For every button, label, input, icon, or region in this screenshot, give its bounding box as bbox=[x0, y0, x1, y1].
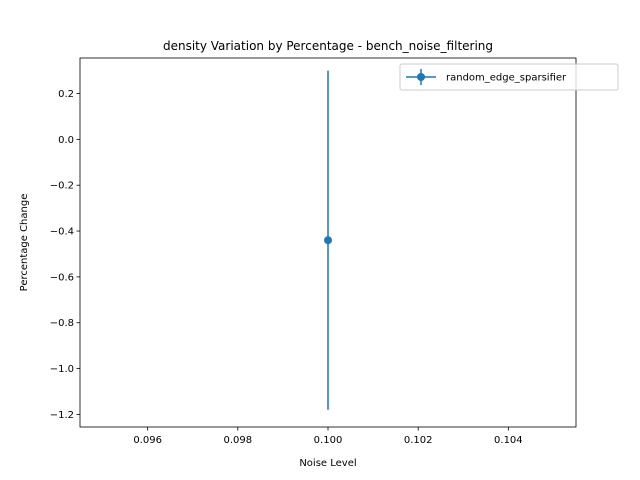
y-tick-label: −0.6 bbox=[50, 272, 74, 283]
ticks: 0.096 0.098 0.100 0.102 0.104 0.2 0.0 −0.2 −0.4 −… bbox=[50, 89, 523, 446]
y-tick-label: −0.4 bbox=[50, 227, 74, 238]
y-tick-label: −1.0 bbox=[50, 364, 74, 375]
legend-box bbox=[399, 63, 619, 91]
y-axis-label: Percentage Change bbox=[19, 194, 30, 292]
legend-label: random_edge_sparsifier bbox=[446, 73, 567, 84]
legend-marker bbox=[417, 73, 425, 81]
y-tick-label: 0.2 bbox=[58, 89, 74, 100]
chart-title: density Variation by Percentage - bench_… bbox=[163, 39, 493, 53]
x-axis-label: Noise Level bbox=[299, 458, 356, 469]
x-tick-label: 0.104 bbox=[494, 435, 523, 446]
plot-area bbox=[324, 70, 332, 410]
legend: random_edge_sparsifier bbox=[399, 63, 619, 91]
x-tick-label: 0.100 bbox=[314, 435, 343, 446]
x-tick-label: 0.102 bbox=[404, 435, 433, 446]
data-point bbox=[324, 236, 332, 245]
y-tick-label: −0.2 bbox=[50, 181, 74, 192]
y-tick-label: 0.0 bbox=[58, 135, 74, 146]
y-tick-label: −1.2 bbox=[50, 410, 74, 421]
axes-frame bbox=[79, 57, 577, 428]
y-tick-label: −0.8 bbox=[50, 318, 74, 329]
x-tick-label: 0.096 bbox=[133, 435, 162, 446]
x-tick-label: 0.098 bbox=[223, 435, 252, 446]
